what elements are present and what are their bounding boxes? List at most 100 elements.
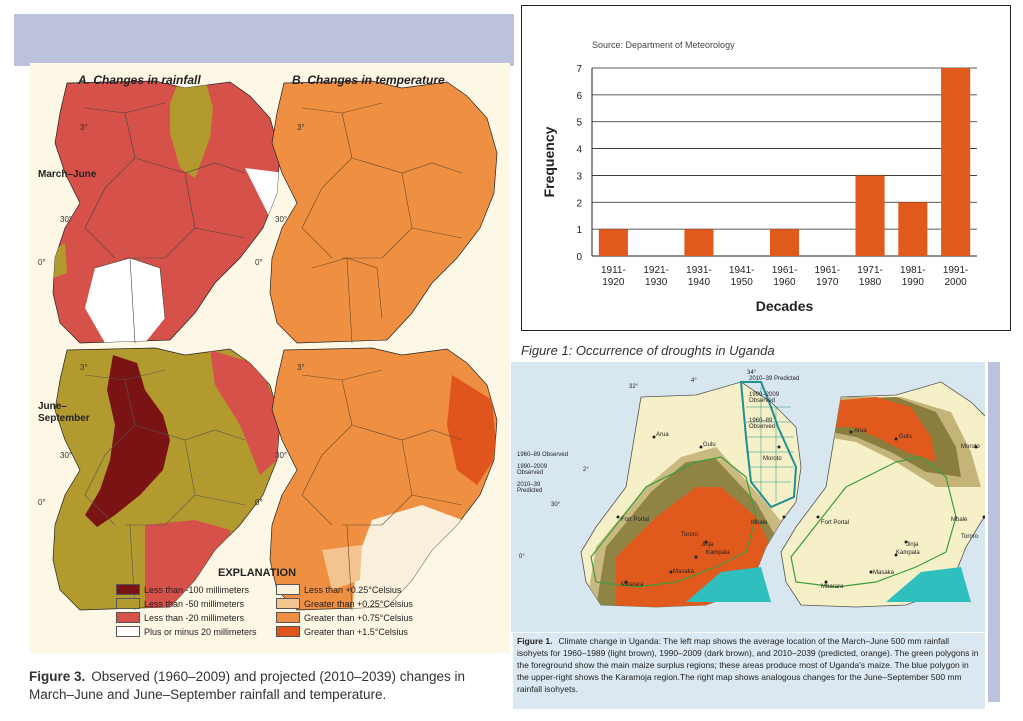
x-tick-label: 1991-	[943, 265, 969, 276]
map-temp-june-september	[269, 347, 498, 611]
panel-b-title: B. Changes in temperature	[292, 73, 445, 87]
town-kampala-right: Kampala	[896, 550, 920, 556]
x-tick-label: 1931-	[686, 265, 712, 276]
lat-0-label-c: 0°	[38, 498, 46, 507]
lat-3-label-b: 3°	[297, 123, 305, 132]
legend-label: Greater than +0.25°Celsius	[304, 598, 413, 609]
town-gulu-left: Gulu	[703, 442, 716, 448]
y-tick-label: 4	[576, 145, 582, 156]
x-tick-label: 1960	[773, 277, 796, 288]
town-kampala-left: Kampala	[706, 550, 730, 556]
town-masaka-left: Masaka	[673, 569, 695, 575]
x-tick-label: 1940	[688, 277, 711, 288]
x-tick-label: 1930	[645, 277, 668, 288]
legend-swatch	[276, 598, 300, 609]
x-tick-label: 1971-	[857, 265, 883, 276]
legend-temp-4: Greater than +1.5°Celsius	[276, 626, 408, 637]
legend-label: Greater than +1.5°Celsius	[304, 626, 408, 637]
map-rain-march-june	[52, 80, 281, 344]
season-label-september: September	[38, 413, 90, 424]
figure-3-caption-text: Observed (1960–2009) and projected (2010…	[29, 669, 466, 702]
figure-3-svg	[52, 80, 498, 611]
lat-3-label-d: 3°	[297, 363, 305, 372]
left-map-label-1960: 1960–89 Observed	[517, 452, 569, 458]
right-map-label-1960: 1960–89 Observed	[749, 418, 776, 430]
x-tick-label: 1961-	[814, 265, 840, 276]
explanation-title: EXPLANATION	[218, 567, 297, 579]
figure-3-caption: Figure 3. Observed (1960–2009) and projec…	[29, 668, 509, 704]
legend-swatch	[116, 612, 140, 623]
right-map-label-1990: 1990–2009 Observed	[749, 392, 780, 404]
legend-temp-1: Less than +0.25°Celsius	[276, 584, 401, 595]
y-tick-label: 5	[576, 118, 582, 129]
legend-temp-2: Greater than +0.25°Celsius	[276, 598, 413, 609]
x-tick-label: 1961-	[772, 265, 798, 276]
legend-rain-2: Less than -50 millimeters	[116, 598, 244, 609]
bar	[855, 175, 885, 256]
town-mbarara-right: Mbarara	[821, 584, 844, 590]
left-map-32-label: 32°	[629, 384, 639, 390]
legend-swatch	[276, 612, 300, 623]
x-tick-label: 1911-	[601, 265, 626, 276]
map-isohyets-march-june	[580, 381, 802, 608]
lat-0-label-d: 0°	[255, 498, 263, 507]
y-tick-label: 2	[576, 198, 582, 209]
legend-label: Less than -20 millimeters	[144, 612, 245, 623]
legend-label: Greater than +0.75°Celsius	[304, 612, 413, 623]
drought-chart-svg: Source: Department of Meteorology 0 1 2 3 4 5 6…	[541, 40, 977, 314]
season-label-march-june: March–June	[38, 169, 97, 180]
bar	[941, 68, 971, 256]
town-arua-right: Arua	[854, 428, 867, 434]
legend-temp-3: Greater than +0.75°Celsius	[276, 612, 413, 623]
y-tick-label: 0	[576, 252, 582, 263]
legend-rain-1: Less than -100 millimeters	[116, 584, 249, 595]
legend-label: Less than -100 millimeters	[144, 584, 250, 595]
background-band-right	[988, 362, 1000, 702]
bar	[598, 229, 628, 256]
left-map-2-label: 2°	[583, 467, 589, 473]
town-gulu-right: Gulu	[899, 434, 912, 440]
legend-swatch	[116, 598, 140, 609]
legend-label: Less than +0.25°Celsius	[304, 584, 402, 595]
x-tick-label: 2000	[944, 277, 967, 288]
lat-3-label-c: 3°	[80, 363, 88, 372]
drought-chart: Source: Department of Meteorology 0 1 2 3 4 5 6…	[521, 5, 1011, 331]
legend-label: Plus or minus 20 millimeters	[144, 626, 257, 637]
lat-0-label-b: 0°	[255, 258, 263, 267]
right-map-label-2010: 2010–39 Predicted	[749, 376, 800, 382]
panel-a-title: A. Changes in rainfall	[78, 73, 201, 87]
bar	[898, 202, 928, 256]
x-axis-label: Decades	[756, 298, 814, 314]
town-mbarara-left: Mbarara	[621, 582, 644, 588]
x-tick-label: 1941-	[729, 265, 755, 276]
left-map-30-label: 30°	[551, 502, 561, 508]
town-tororo-right: Tororo	[961, 534, 979, 540]
x-tick-label: 1920	[602, 277, 625, 288]
left-map-0-label: 0°	[519, 554, 525, 560]
figure-1-caption: Figure 1. Climate change in Uganda: The l…	[513, 633, 985, 709]
chart-source: Source: Department of Meteorology	[592, 40, 735, 50]
town-fortportal-left: Fort Portal	[621, 517, 650, 523]
chart-title: Figure 1: Occurrence of droughts in Ugan…	[521, 343, 775, 358]
left-map-4-label: 4°	[691, 378, 697, 384]
bar	[769, 229, 800, 256]
legend-swatch	[116, 584, 140, 595]
lon-30-label-b: 30°	[275, 215, 288, 224]
figure-1-maps: 34° 4° 32° 2° 30° 0° 1960–89 Observed 19…	[511, 362, 1002, 632]
map-isohyets-june-september	[780, 381, 1002, 608]
y-tick-label: 6	[576, 91, 582, 102]
lat-3-label: 3°	[80, 123, 88, 132]
figure-3-maps: A. Changes in rainfall B. Changes in tem…	[30, 63, 510, 653]
town-masaka-right: Masaka	[873, 570, 895, 576]
town-jinja-left: Jinja	[701, 542, 714, 548]
y-tick-label: 1	[576, 225, 582, 236]
town-moroto-right: Moroto	[961, 444, 980, 450]
town-moroto-left: Moroto	[763, 456, 782, 462]
figure-3-caption-label: Figure 3.	[29, 669, 86, 684]
legend-label: Less than -50 millimeters	[144, 598, 245, 609]
lon-30-label-d: 30°	[275, 451, 288, 460]
figure-1-caption-label: Figure 1.	[517, 636, 553, 646]
town-jinja-right: Jinja	[906, 542, 919, 548]
town-fortportal-right: Fort Portal	[821, 520, 850, 526]
legend-swatch	[276, 584, 300, 595]
